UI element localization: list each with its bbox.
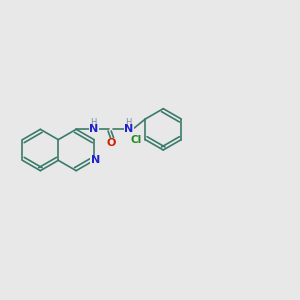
Text: H: H [125,118,131,127]
Text: H: H [90,118,96,127]
Text: N: N [91,155,100,165]
Text: O: O [106,138,116,148]
Text: N: N [89,124,98,134]
Text: N: N [124,124,134,134]
Text: Cl: Cl [131,135,142,145]
